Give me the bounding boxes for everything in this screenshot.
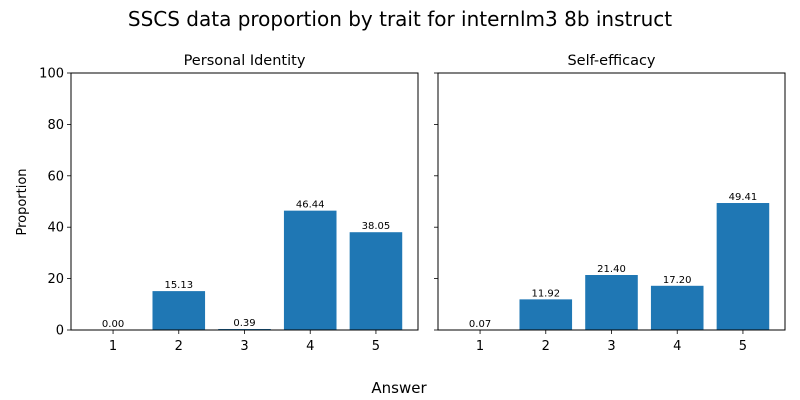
x-tick-label: 5 [372,339,380,354]
x-tick-label: 1 [109,339,117,354]
bar [283,210,337,330]
bar-value-label: 0.39 [233,318,255,329]
bar [519,299,573,330]
x-tick-label: 1 [476,339,484,354]
panel-title: Personal Identity [184,53,306,69]
x-axis-label: Answer [371,379,427,397]
y-axis-label: Proportion [15,168,30,235]
bar [218,328,271,330]
axes-frame [70,72,419,331]
axes-frame [437,72,786,331]
bar [349,232,403,330]
x-tick-label: 4 [306,339,314,354]
bar [650,285,704,330]
bar-value-label: 46.44 [296,200,325,211]
y-tick-label: 20 [47,272,64,287]
y-tick-label: 100 [39,67,64,82]
bar-value-label: 49.41 [729,192,758,203]
bar [716,203,770,330]
bar-value-label: 38.05 [362,221,391,232]
panel-self-efficacy: Self-efficacy 0.07 1 11.92 2 21.40 3 17.20 4 49.4… [434,53,786,354]
y-tick-label: 40 [47,221,64,236]
bar-value-label: 17.20 [663,275,692,286]
panel-title: Self-efficacy [567,53,655,69]
bar-value-label: 21.40 [597,264,626,275]
y-tick-label: 60 [47,169,64,184]
bar-value-label: 11.92 [531,288,560,299]
bar-value-label: 0.00 [102,319,124,330]
panel-personal-identity: Personal Identity 0.00 1 15.13 2 0.39 3 46.44 4 3… [39,53,419,354]
x-tick-label: 4 [673,339,681,354]
bar [152,291,206,330]
x-tick-label: 3 [607,339,615,354]
x-tick-label: 2 [542,339,550,354]
y-tick-label: 0 [56,324,64,339]
x-tick-label: 5 [739,339,747,354]
x-tick-label: 2 [175,339,183,354]
bar [585,275,638,330]
figure-title: SSCS data proportion by trait for intern… [128,7,672,31]
x-tick-label: 3 [240,339,248,354]
bar-value-label: 15.13 [164,280,193,291]
bar-value-label: 0.07 [469,319,491,330]
y-tick-label: 80 [47,118,64,133]
